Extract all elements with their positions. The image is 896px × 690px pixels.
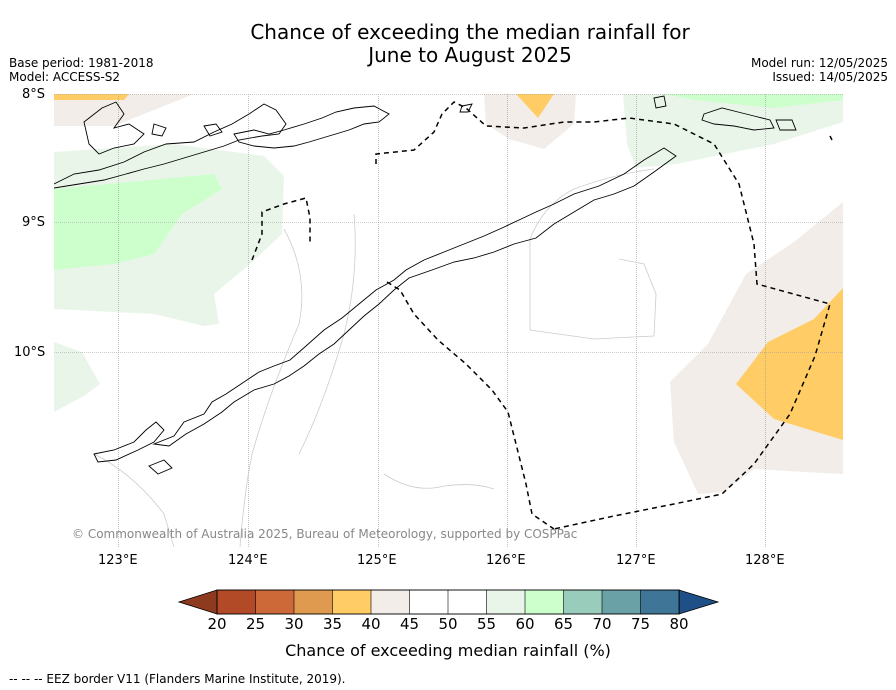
colorbar — [177, 589, 720, 615]
coastline-island-small-1 — [151, 123, 167, 137]
base-period-label: Base period: 1981-2018 — [9, 56, 154, 70]
colorbar-tick: 20 — [207, 615, 227, 633]
contour-lines — [93, 168, 657, 547]
eez-border-west — [251, 197, 311, 261]
coastlines — [54, 95, 797, 475]
map-copyright: © Commonwealth of Australia 2025, Bureau… — [72, 527, 577, 541]
lon-tick-124e: 124°E — [228, 553, 268, 568]
coastline-island-north — [83, 101, 145, 155]
probability-shading — [54, 94, 843, 494]
colorbar-tick: 75 — [630, 615, 651, 633]
issued-label: Issued: 14/05/2025 — [772, 70, 888, 84]
colorbar-tick: 70 — [592, 615, 612, 633]
colorbar-cell — [370, 589, 411, 615]
colorbar-tick: 35 — [322, 615, 343, 633]
colorbar-over-arrow — [678, 589, 720, 615]
area-35-40-top-center — [516, 94, 554, 118]
colorbar-tick: 65 — [553, 615, 574, 633]
eez-border-south — [386, 281, 555, 530]
colorbar-label: Chance of exceeding median rainfall (%) — [285, 641, 611, 660]
area-35-40-right — [736, 288, 843, 440]
area-40-45-top-center — [484, 94, 576, 149]
area-60-65-top-right — [664, 94, 843, 108]
graticule — [54, 94, 843, 547]
lon-tick-128e: 128°E — [745, 553, 785, 568]
colorbar-cell — [332, 589, 372, 615]
lon-tick-125e: 125°E — [357, 553, 397, 568]
lon-tick-127e: 127°E — [616, 553, 656, 568]
coastline-flores-alor — [54, 103, 287, 189]
colorbar-tick: 40 — [361, 615, 381, 633]
coastline-island-small-3 — [459, 103, 473, 113]
colorbar-tick: 50 — [438, 615, 458, 633]
eez-footnote: -- -- -- EEZ border V11 (Flanders Marine… — [9, 672, 346, 686]
colorbar-cell — [524, 589, 565, 615]
colorbar-tick: 30 — [284, 615, 304, 633]
colorbar-tick: 45 — [399, 615, 420, 633]
area-55-60-bottom-left — [54, 342, 100, 412]
map-title-line1: Chance of exceeding the median rainfall … — [250, 20, 690, 44]
eez-border-north — [375, 101, 831, 530]
colorbar-cell — [640, 589, 680, 615]
colorbar-cell — [601, 589, 642, 615]
map-title-line2: June to August 2025 — [368, 43, 572, 67]
coastline-semau — [148, 459, 173, 475]
colorbar-cell — [255, 589, 295, 615]
coastline-timor — [152, 147, 677, 447]
rainfall-map: © Commonwealth of Australia 2025, Bureau… — [54, 94, 843, 547]
colorbar-under-arrow — [177, 589, 218, 615]
lon-tick-126e: 126°E — [486, 553, 526, 568]
model-run-label: Model run: 12/05/2025 — [750, 56, 888, 70]
colorbar-tick: 55 — [476, 615, 497, 633]
eez-borders — [251, 101, 833, 530]
colorbar-cell — [563, 589, 603, 615]
area-35-40-top-left — [54, 94, 129, 100]
coastline-island-small-2 — [203, 123, 223, 137]
eez-border-corner — [829, 135, 833, 141]
colorbar-tick: 25 — [245, 615, 266, 633]
colorbar-cell — [216, 589, 257, 615]
coastline-east-islands — [653, 95, 797, 131]
colorbar-tick: 80 — [669, 615, 689, 633]
model-label: Model: ACCESS-S2 — [9, 70, 121, 84]
lon-tick-123e: 123°E — [98, 553, 138, 568]
colorbar-cell — [409, 589, 449, 615]
area-55-60-top-right — [623, 94, 843, 168]
coastline-rote-savu — [93, 421, 165, 463]
lat-tick-10s: 10°S — [14, 345, 46, 360]
coastline-wetar — [233, 105, 390, 149]
lat-tick-8s: 8°S — [22, 87, 46, 102]
colorbar-cell — [447, 589, 488, 615]
colorbar-tick: 60 — [515, 615, 535, 633]
colorbar-cell — [486, 589, 526, 615]
lat-tick-9s: 9°S — [22, 215, 46, 230]
colorbar-cell — [293, 589, 334, 615]
area-60-65-left — [54, 174, 222, 270]
